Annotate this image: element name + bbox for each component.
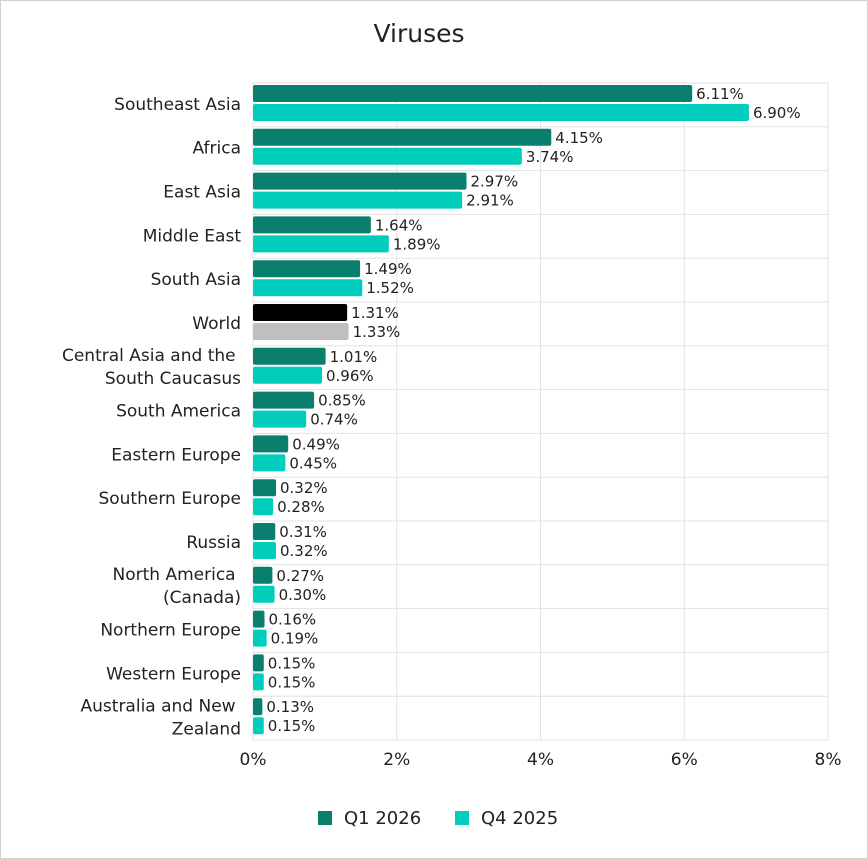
bar <box>253 85 693 102</box>
y-tick-label: East Asia <box>163 183 241 203</box>
bar <box>253 454 286 472</box>
bar <box>253 654 264 672</box>
value-label: 1.52% <box>366 279 414 297</box>
bar <box>253 435 289 453</box>
bar <box>253 279 363 297</box>
value-label: 1.31% <box>351 304 399 322</box>
legend-swatch <box>318 811 332 825</box>
y-tick-label: Africa <box>193 139 242 159</box>
value-label: 2.97% <box>470 173 518 191</box>
legend-swatch <box>455 811 469 825</box>
value-label: 0.32% <box>280 479 328 497</box>
bar <box>253 104 749 121</box>
bar <box>253 304 348 321</box>
bar <box>253 698 263 716</box>
x-tick-label: 8% <box>815 750 842 770</box>
bar <box>253 498 274 516</box>
value-label: 0.15% <box>268 673 316 691</box>
value-label: 6.90% <box>753 104 801 122</box>
value-label: 0.74% <box>310 411 358 429</box>
y-tick-label: South Asia <box>151 270 241 290</box>
bar <box>253 172 467 190</box>
bar <box>253 128 552 146</box>
value-label: 0.16% <box>269 611 317 629</box>
bar <box>253 260 361 278</box>
value-label: 0.15% <box>268 717 316 735</box>
y-tick-label: Middle East <box>143 226 242 246</box>
y-tick-label: Australia and New Zealand <box>81 697 241 740</box>
y-tick-label: Central Asia and the South Caucasus <box>62 346 241 389</box>
legend-label: Q4 2025 <box>481 808 558 829</box>
value-label: 1.64% <box>375 216 423 234</box>
value-label: 3.74% <box>526 148 574 166</box>
bar <box>253 323 349 340</box>
bar <box>253 191 463 209</box>
bar <box>253 566 273 584</box>
value-label: 1.89% <box>393 235 441 253</box>
bar <box>253 479 276 497</box>
x-tick-label: 4% <box>527 750 554 770</box>
value-label: 0.13% <box>266 698 314 716</box>
y-tick-label: South America <box>116 402 241 422</box>
value-label: 1.01% <box>330 348 378 366</box>
y-tick-label: Russia <box>186 533 241 553</box>
value-label: 4.15% <box>555 129 603 147</box>
bar <box>253 717 264 735</box>
bar <box>253 523 276 540</box>
value-label: 0.32% <box>280 542 328 560</box>
value-label: 0.45% <box>289 454 337 472</box>
value-label: 0.85% <box>318 392 366 410</box>
bar <box>253 366 322 384</box>
y-tick-label: Southern Europe <box>98 489 241 509</box>
bar <box>253 585 275 603</box>
value-label: 0.19% <box>271 630 319 648</box>
y-tick-label: World <box>192 314 241 334</box>
value-label: 0.27% <box>276 567 324 585</box>
x-tick-label: 2% <box>383 750 410 770</box>
value-label: 0.28% <box>277 498 325 516</box>
x-tick-label: 0% <box>240 750 267 770</box>
value-label: 0.31% <box>279 523 327 541</box>
bar <box>253 216 371 234</box>
y-tick-label: Northern Europe <box>100 621 241 641</box>
bar <box>253 610 265 628</box>
bar <box>253 391 315 409</box>
y-tick-label: Southeast Asia <box>114 95 241 115</box>
y-tick-label: North America (Canada) <box>113 565 241 608</box>
value-label: 6.11% <box>696 85 744 103</box>
value-label: 1.33% <box>353 323 401 341</box>
value-label: 1.49% <box>364 260 412 278</box>
value-label: 0.49% <box>292 435 340 453</box>
y-tick-label: Eastern Europe <box>111 445 241 465</box>
bar <box>253 673 264 691</box>
bar <box>253 235 389 253</box>
bar <box>253 147 522 165</box>
y-tick-label: Western Europe <box>106 664 241 684</box>
bar <box>253 629 267 647</box>
value-label: 0.30% <box>279 586 327 604</box>
bar <box>253 347 326 365</box>
value-label: 2.91% <box>466 192 514 210</box>
value-label: 0.15% <box>268 654 316 672</box>
chart-title: Viruses <box>373 19 464 48</box>
legend-label: Q1 2026 <box>344 808 421 829</box>
value-label: 0.96% <box>326 367 374 385</box>
bar <box>253 542 276 559</box>
x-tick-label: 6% <box>671 750 698 770</box>
bar <box>253 410 307 428</box>
